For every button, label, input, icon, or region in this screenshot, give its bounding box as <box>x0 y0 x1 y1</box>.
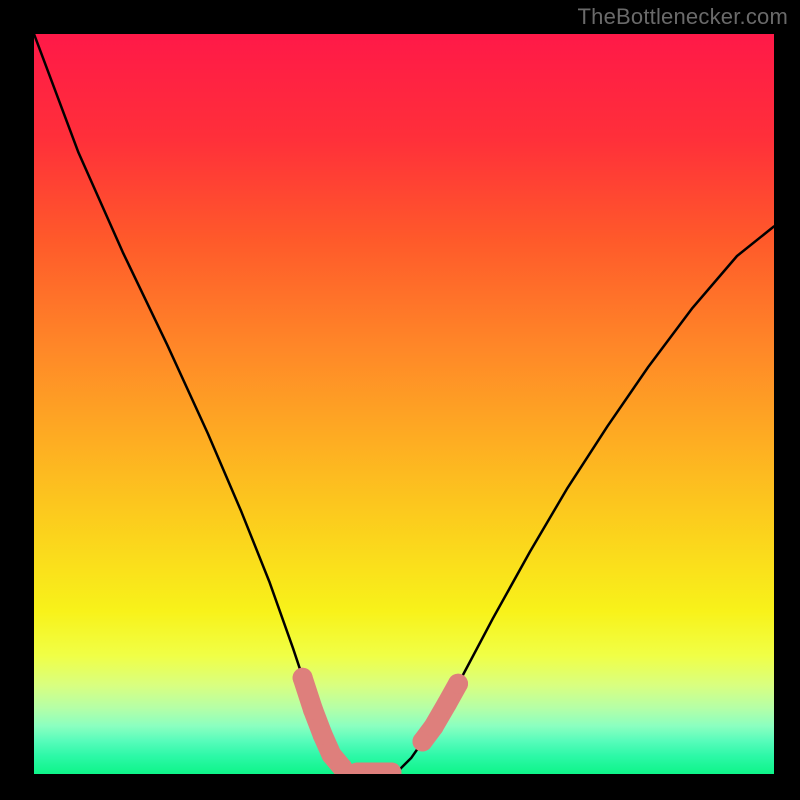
marker-dot <box>313 725 333 745</box>
marker-dot <box>437 694 457 714</box>
bottleneck-curve <box>34 34 774 773</box>
marker-dot <box>424 717 444 737</box>
marker-dot <box>303 700 323 720</box>
marker-dot <box>448 674 468 694</box>
plot-area <box>34 34 774 774</box>
marker-dot <box>293 668 313 688</box>
curve-overlay <box>34 34 774 774</box>
chart-container: TheBottlenecker.com <box>0 0 800 800</box>
watermark-text: TheBottlenecker.com <box>578 4 788 30</box>
